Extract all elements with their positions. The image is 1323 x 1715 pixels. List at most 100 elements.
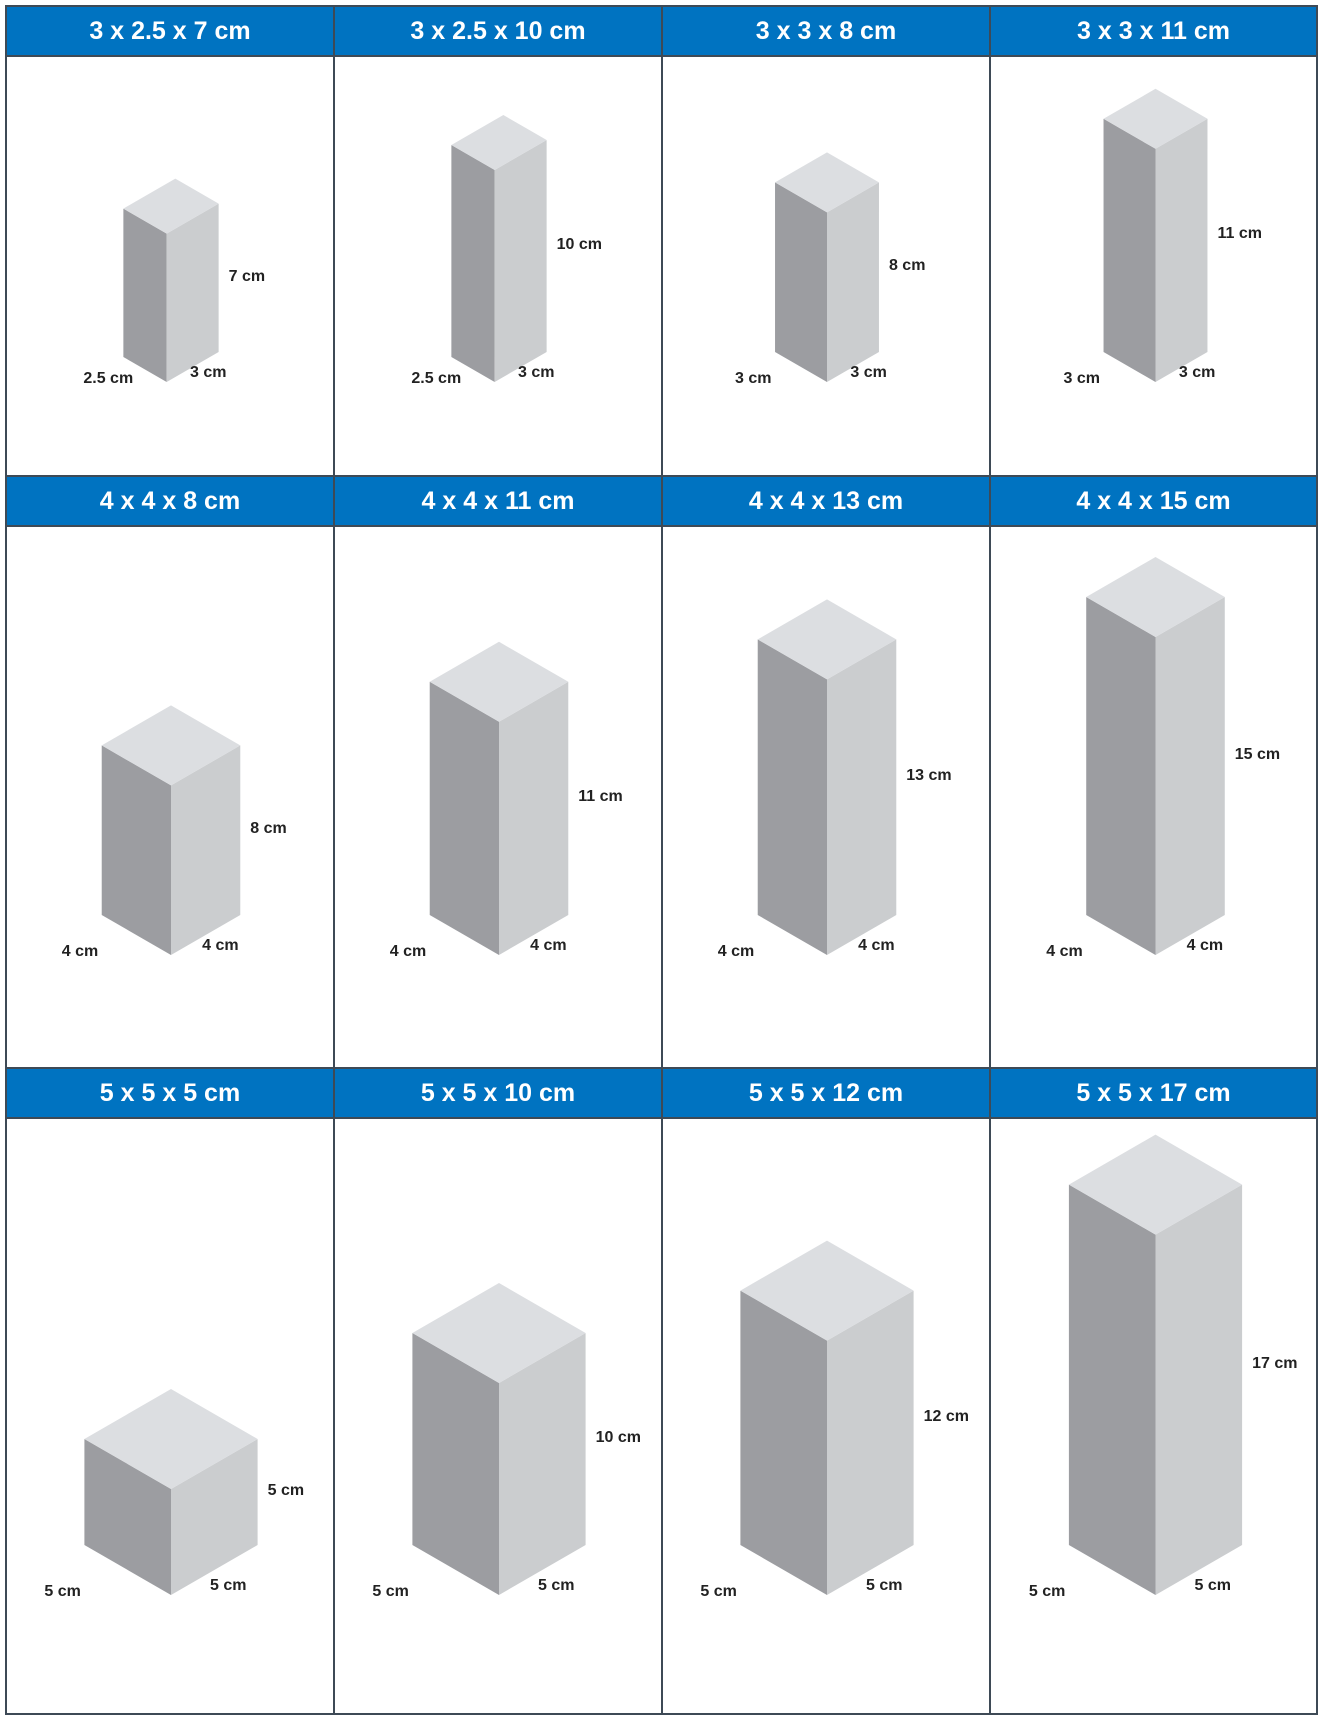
box-right-face xyxy=(1155,1184,1243,1595)
depth-label: 4 cm xyxy=(1046,943,1083,960)
box-left-face xyxy=(775,182,827,382)
depth-label: 4 cm xyxy=(61,943,99,960)
box-drawing xyxy=(412,1283,586,1595)
box-title: 3 x 3 x 11 cm xyxy=(991,7,1316,57)
box-illustration-area: 13 cm 4 cm 4 cm xyxy=(663,527,989,1067)
box-right-face xyxy=(827,182,879,382)
box-illustration-area: 10 cm 5 cm 5 cm xyxy=(335,1119,661,1713)
box-illustration-area: 8 cm 4 cm 4 cm xyxy=(7,527,333,1067)
box-illustration-area: 7 cm 2.5 cm 3 cm xyxy=(7,57,333,475)
height-label: 12 cm xyxy=(923,1407,969,1425)
box-cell: 4 x 4 x 8 cm 8 cm 4 cm 4 cm xyxy=(5,477,333,1069)
height-label: 15 cm xyxy=(1234,746,1281,763)
box-drawing xyxy=(429,641,569,955)
box-title: 4 x 4 x 13 cm xyxy=(663,477,989,527)
box-cell: 3 x 3 x 8 cm 8 cm 3 cm 3 cm xyxy=(661,5,989,477)
width-label: 3 cm xyxy=(850,364,887,381)
box-left-face xyxy=(1103,118,1156,383)
box-top-face xyxy=(775,152,879,213)
box-title: 3 x 2.5 x 10 cm xyxy=(335,7,661,57)
width-label: 4 cm xyxy=(202,937,239,954)
box-left-face xyxy=(1068,1184,1156,1595)
box-title: 5 x 5 x 12 cm xyxy=(663,1069,989,1119)
box-left-face xyxy=(740,1290,827,1595)
box-cell: 5 x 5 x 17 cm 17 cm 5 cm 5 cm xyxy=(989,1069,1318,1715)
depth-label: 5 cm xyxy=(44,1583,81,1600)
box-drawing xyxy=(775,152,879,382)
box-title: 5 x 5 x 5 cm xyxy=(7,1069,333,1119)
width-label: 3 cm xyxy=(190,364,227,381)
box-right-face xyxy=(1155,118,1208,383)
box-illustration-area: 11 cm 4 cm 4 cm xyxy=(335,527,661,1067)
depth-label: 3 cm xyxy=(1063,370,1100,387)
depth-label: 4 cm xyxy=(717,943,755,960)
box-illustration-area: 10 cm 2.5 cm 3 cm xyxy=(335,57,661,475)
box-cell: 4 x 4 x 11 cm 11 cm 4 cm 4 cm xyxy=(333,477,661,1069)
height-label: 17 cm xyxy=(1252,1354,1298,1372)
box-illustration-area: 12 cm 5 cm 5 cm xyxy=(663,1119,989,1713)
box-drawing xyxy=(740,1240,914,1595)
box-top-face xyxy=(429,641,569,722)
box-drawing xyxy=(101,705,241,955)
height-label: 7 cm xyxy=(228,267,266,285)
depth-label: 5 cm xyxy=(700,1583,737,1600)
width-label: 4 cm xyxy=(858,937,895,954)
box-right-face xyxy=(1155,597,1225,955)
height-label: 10 cm xyxy=(595,1429,641,1446)
box-illustration-area: 17 cm 5 cm 5 cm xyxy=(991,1119,1316,1713)
width-label: 5 cm xyxy=(865,1577,903,1594)
box-cell: 5 x 5 x 12 cm 12 cm 5 cm 5 cm xyxy=(661,1069,989,1715)
box-right-face xyxy=(827,639,897,955)
box-right-face xyxy=(171,745,241,955)
box-left-face xyxy=(1086,597,1156,955)
width-label: 5 cm xyxy=(209,1577,247,1594)
box-drawing xyxy=(451,115,547,382)
width-label: 3 cm xyxy=(518,364,555,381)
box-left-face xyxy=(757,639,827,955)
box-illustration-area: 11 cm 3 cm 3 cm xyxy=(991,57,1316,475)
box-drawing xyxy=(1068,1134,1243,1595)
box-right-face xyxy=(166,203,219,382)
box-right-face xyxy=(499,681,569,955)
box-right-face xyxy=(494,140,547,382)
box-title: 5 x 5 x 10 cm xyxy=(335,1069,661,1119)
box-title: 5 x 5 x 17 cm xyxy=(991,1069,1316,1119)
box-drawing xyxy=(1103,88,1208,383)
height-label: 8 cm xyxy=(250,820,287,838)
box-title: 4 x 4 x 15 cm xyxy=(991,477,1316,527)
width-label: 5 cm xyxy=(1194,1577,1231,1594)
height-label: 5 cm xyxy=(267,1482,305,1499)
box-right-face xyxy=(171,1439,258,1595)
width-label: 4 cm xyxy=(530,937,567,954)
height-label: 10 cm xyxy=(556,236,602,253)
box-drawing xyxy=(757,599,897,955)
box-cell: 4 x 4 x 15 cm 15 cm 4 cm 4 cm xyxy=(989,477,1318,1069)
box-right-face xyxy=(827,1290,914,1595)
box-top-face xyxy=(1086,557,1225,637)
width-label: 4 cm xyxy=(1186,937,1224,954)
width-label: 3 cm xyxy=(1178,364,1216,381)
depth-label: 4 cm xyxy=(389,943,427,960)
box-left-face xyxy=(412,1333,499,1595)
box-cell: 3 x 3 x 11 cm 11 cm 3 cm 3 cm xyxy=(989,5,1318,477)
height-label: 8 cm xyxy=(888,257,926,275)
box-title: 4 x 4 x 11 cm xyxy=(335,477,661,527)
box-top-face xyxy=(740,1240,914,1341)
box-title: 4 x 4 x 8 cm xyxy=(7,477,333,527)
box-top-face xyxy=(1103,88,1208,149)
height-label: 11 cm xyxy=(1217,225,1262,243)
box-title: 3 x 2.5 x 7 cm xyxy=(7,7,333,57)
box-left-face xyxy=(429,681,499,955)
box-cell: 5 x 5 x 5 cm 5 cm 5 cm 5 cm xyxy=(5,1069,333,1715)
depth-label: 2.5 cm xyxy=(411,370,462,387)
box-left-face xyxy=(84,1439,171,1595)
depth-label: 2.5 cm xyxy=(83,370,134,387)
box-top-face xyxy=(101,705,241,786)
box-left-face xyxy=(123,208,167,382)
box-illustration-area: 8 cm 3 cm 3 cm xyxy=(663,57,989,475)
depth-label: 5 cm xyxy=(1028,1583,1066,1600)
box-top-face xyxy=(123,178,219,234)
box-top-face xyxy=(84,1389,258,1489)
box-drawing xyxy=(123,178,219,382)
